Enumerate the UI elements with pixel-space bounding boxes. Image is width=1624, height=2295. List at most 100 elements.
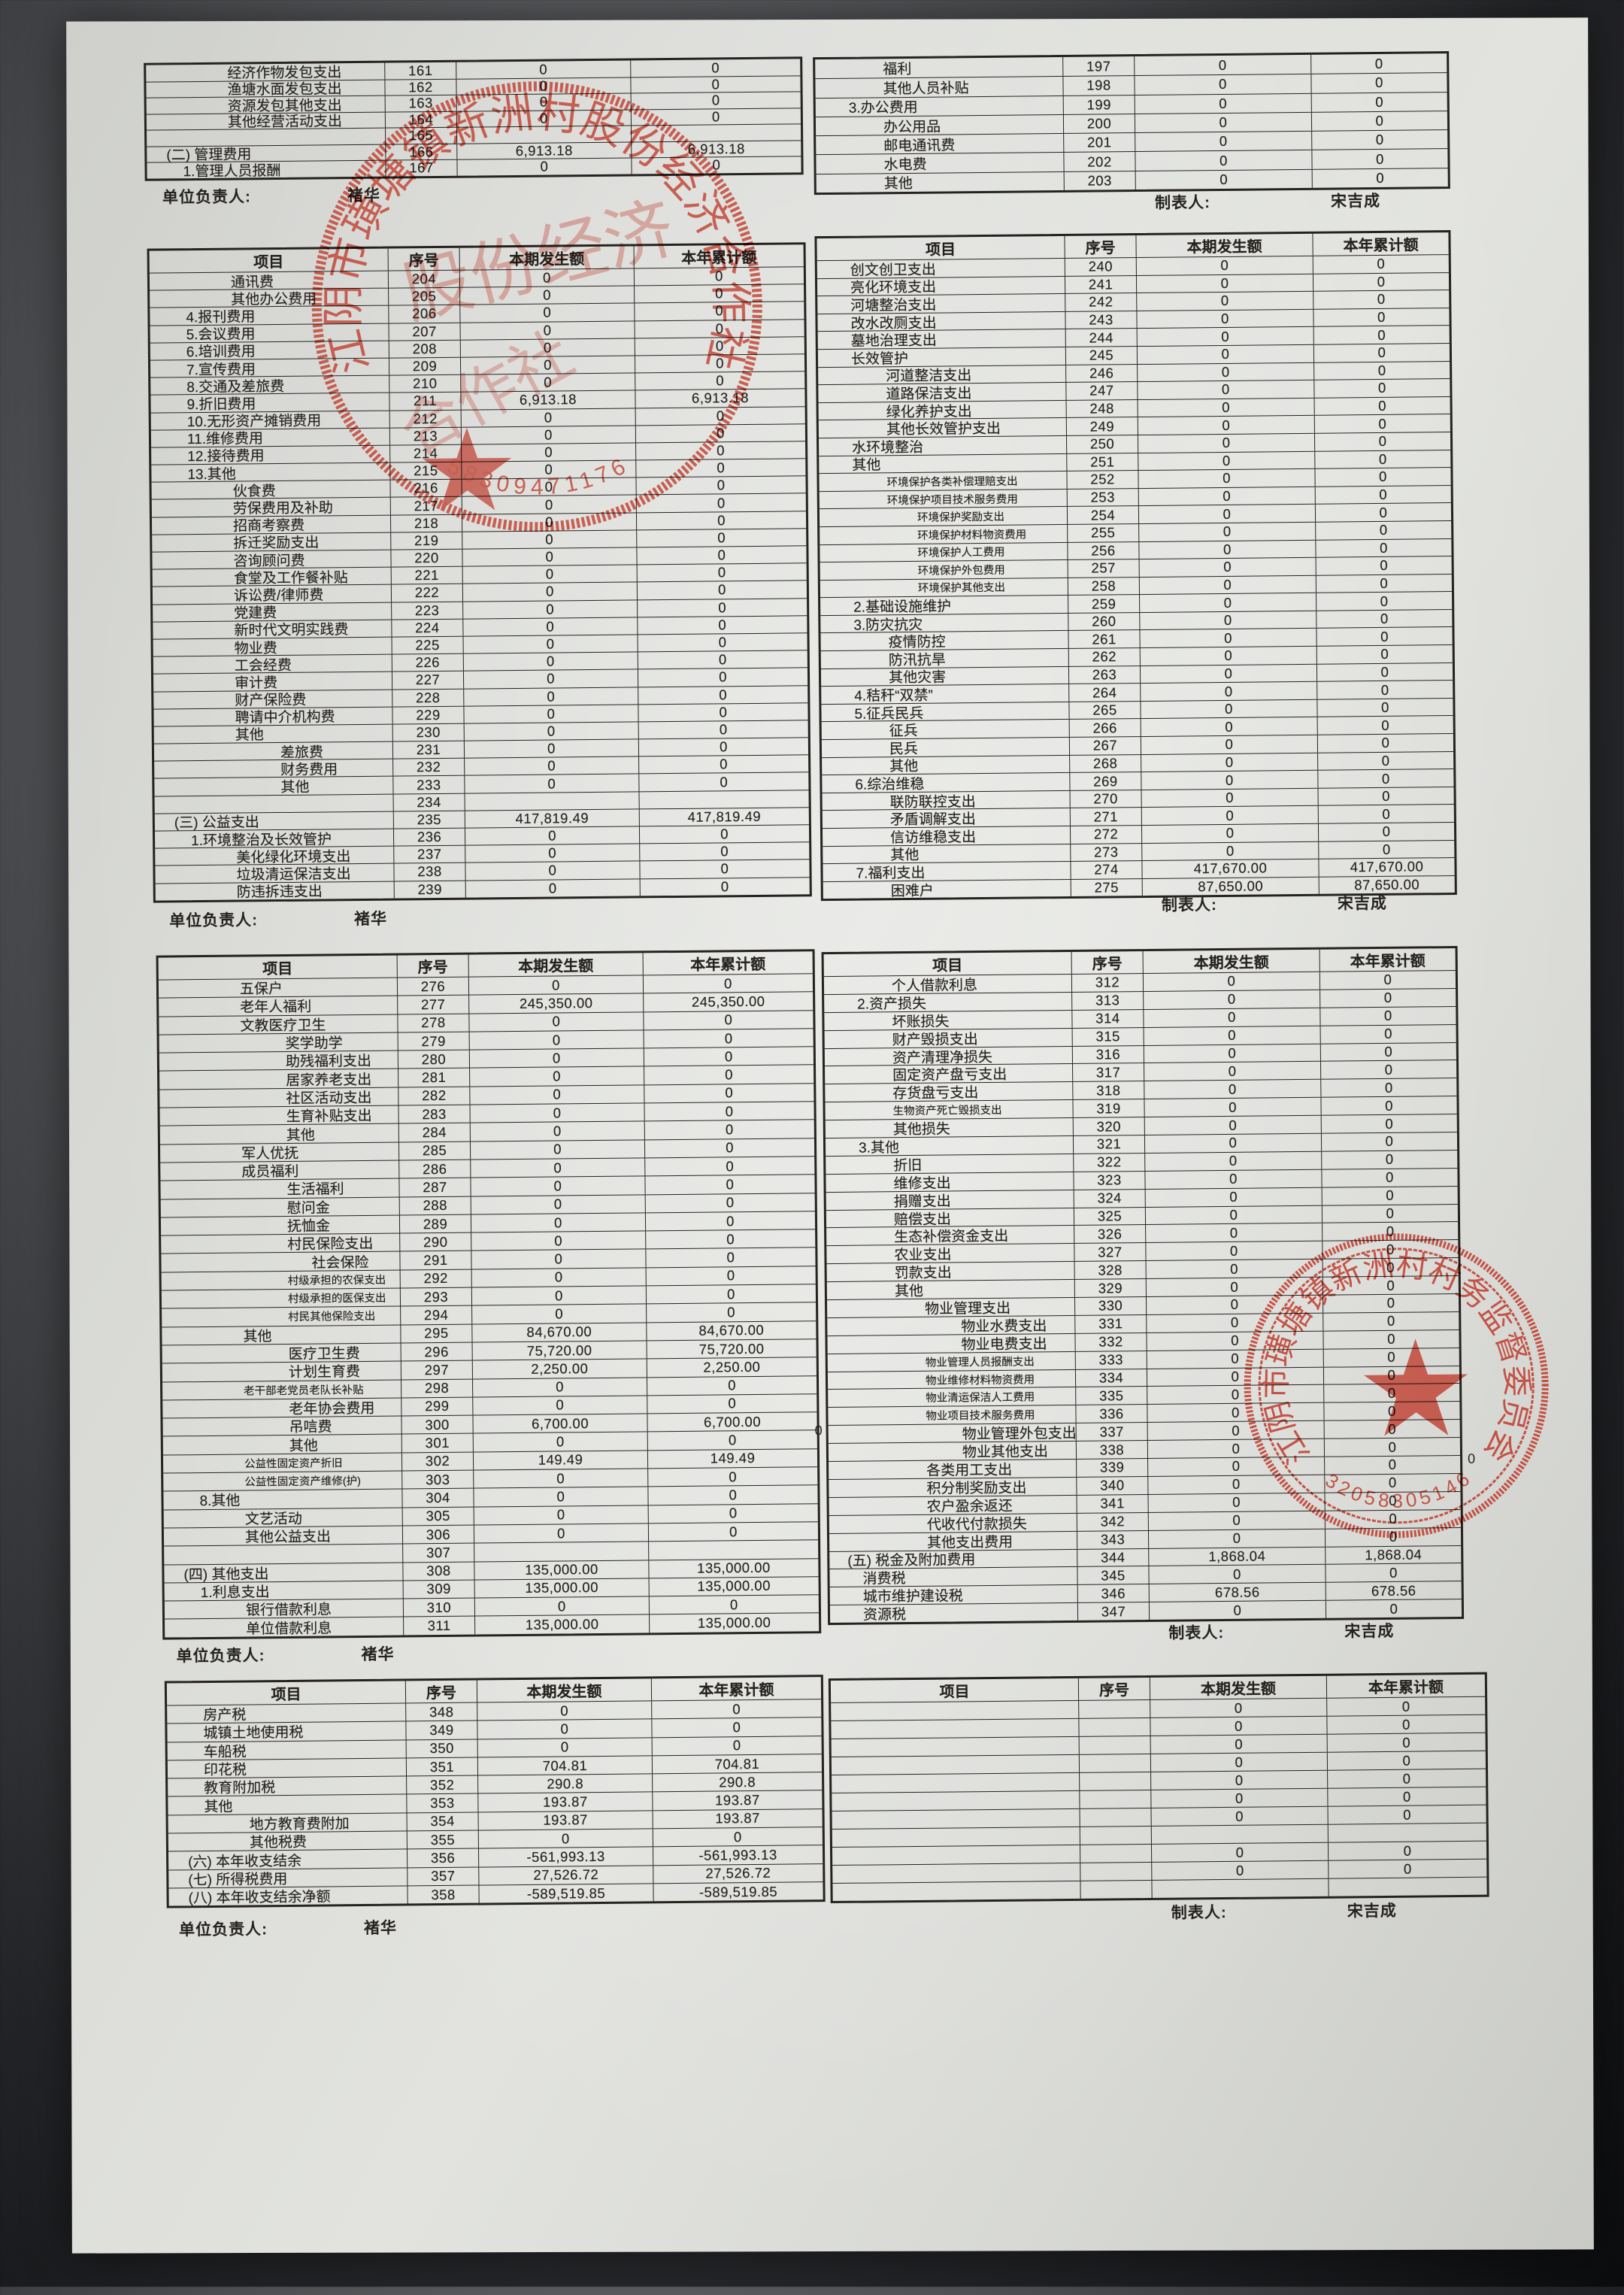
cell-item: 其他 [162,1325,401,1345]
cell-ytd: 0 [725,1121,734,1138]
cell-item: 3.办公费用 [815,95,1064,117]
cell-no: 259 [1068,595,1141,613]
cell-current: 0 [471,1249,647,1269]
cell-no: 254 [1067,506,1140,524]
cell-no: 266 [1069,719,1141,737]
cell-item: 3.防灾抗灾 [820,613,1069,633]
cell-current: 0 [1144,1044,1321,1063]
cell-ytd: 0 [1381,735,1390,751]
cell-item: 生物资产死亡毁损支出 [825,1100,1074,1120]
cell-item: 个人借款利息 [823,974,1073,994]
cell-no: 308 [403,1562,475,1581]
column-header: 序号 [405,1680,478,1703]
cell-ytd: 0 [728,1395,737,1411]
cell-no: 351 [406,1757,479,1776]
cell-ytd: 0 [720,860,729,877]
cell-item: 代收代付款损失 [829,1513,1077,1533]
cell-item: 4.秸秆“双禁” [821,684,1070,705]
cell-item: 差旅费 [153,741,394,761]
cell-ytd: 0 [726,1139,735,1156]
cell-item [164,1544,404,1565]
cell-no: 245 [1065,347,1138,365]
cell-no: 232 [393,758,465,777]
cell-item: 疫情防控 [820,631,1069,651]
cell-no: 304 [402,1488,474,1508]
cell-item: 改水改厕支出 [817,311,1066,332]
cell-ytd: 0 [725,1102,734,1120]
cell-item: 邮电通讯费 [816,134,1065,155]
cell-item: 单位借款利息 [165,1617,404,1638]
cell-no: 197 [1063,56,1135,77]
cell-item [831,1754,1080,1775]
column-header: 本年累计额 [698,1681,774,1699]
column-header: 本年累计额 [1343,237,1419,255]
preparer-name: 宋吉成 [1330,192,1381,211]
cell-no: 336 [1076,1405,1148,1423]
cell-current: 0 [465,861,641,881]
cell-ytd: 0 [729,1596,738,1613]
cell-current: 0 [474,1469,649,1488]
cell-no: 244 [1065,329,1138,347]
cell-no: 356 [407,1848,480,1868]
expense-table-3-left: 项目 序号 本期发生额 本年累计额 五保户 276 0 0 老年人福利 277 245,350.00… [156,949,822,1640]
cell-ytd: 0 [1383,972,1392,988]
cell-ytd: 0 [1378,397,1387,414]
cell-current: 0 [1138,380,1315,399]
cooperative-seal-stamp: 江阴市璜塘镇新洲村股份经济合作社 58309471176 股份经济 合作社 [311,81,762,532]
seal-ghost-text: 合作社 [389,320,585,468]
cell-current: 0 [463,617,638,636]
cell-no: 198 [1063,76,1135,95]
cell-no: 257 [1068,559,1140,578]
cell-ytd: 0 [1380,628,1389,644]
cell-item: 其他人员补贴 [815,77,1064,98]
cell-ytd: 0 [729,1487,738,1503]
cell-no: 288 [399,1196,471,1215]
cell-item: 环境保护其他支出 [820,578,1069,598]
cell-current [465,792,640,811]
cell-current: 0 [1144,1008,1321,1027]
cell-no: 326 [1074,1225,1147,1244]
cell-item: 其他 [822,755,1071,775]
cell-item: 6.综治维稳 [822,773,1071,793]
cell-ytd: 0 [724,1048,733,1065]
cell-no: 290 [400,1232,472,1251]
cell-no: 321 [1073,1135,1146,1154]
cell-current: 0 [462,582,638,602]
cell-current: 135,000.00 [475,1614,650,1635]
cell-no [1080,1826,1152,1845]
cell-no: 324 [1074,1189,1146,1208]
cell-item: (八) 本年收支结余净额 [168,1886,408,1906]
cell-ytd: 0 [1402,1770,1411,1787]
cell-current: 0 [1137,309,1314,329]
cell-no: 246 [1066,364,1138,383]
cell-ytd: 0 [1384,1025,1393,1042]
cell-item: 军人优抚 [159,1142,400,1163]
cell-no: 328 [1074,1261,1147,1280]
cell-item [832,1827,1080,1848]
cell-current: 0 [1138,468,1316,488]
cell-current: 0 [1138,451,1316,471]
cell-no: 267 [1069,737,1142,755]
cell-item: 其他公益支出 [163,1526,404,1546]
cell-no: 265 [1069,701,1141,720]
cell-ytd: 0 [1376,169,1385,186]
cell-no: 297 [401,1360,473,1380]
cell-current: 0 [1138,398,1315,417]
cell-item: 其他 [816,171,1065,193]
cell-no: 226 [392,653,464,672]
cell-current: 0 [1135,74,1312,95]
cell-current: 0 [1151,1788,1329,1808]
cell-no [1080,1862,1153,1881]
cell-current: 704.81 [477,1756,653,1775]
cell-ytd: 0 [726,1285,735,1302]
preparer-label: 制表人: [1168,1624,1225,1642]
cell-no: 333 [1075,1351,1147,1369]
cell-ytd: 0 [727,1304,736,1320]
column-header: 项目 [166,1681,407,1705]
cell-item: 固定资产盘亏支出 [825,1064,1074,1084]
cell-item [831,1718,1080,1739]
cell-current: 0 [465,774,640,793]
cell-ytd: 84,670.00 [698,1322,765,1338]
cell-current: 0 [1149,1565,1326,1584]
